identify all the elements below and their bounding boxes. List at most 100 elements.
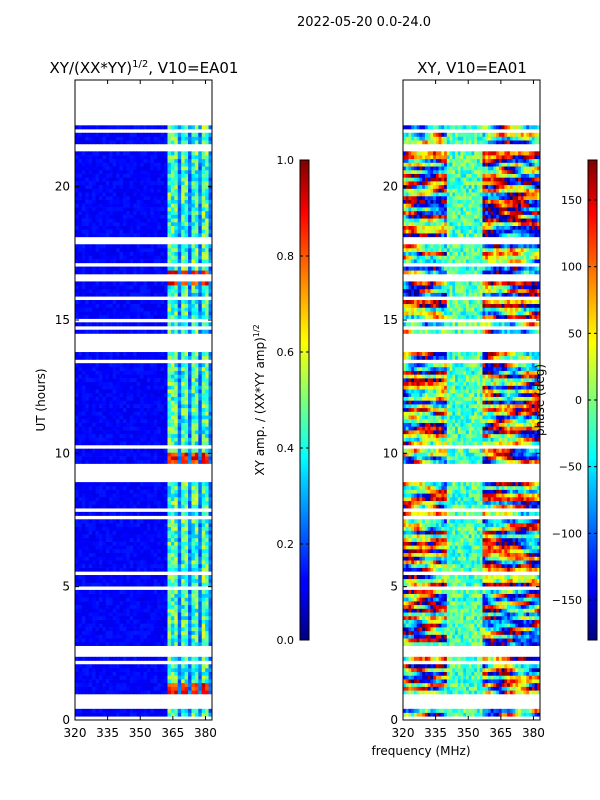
amp-cell	[122, 407, 127, 412]
amp-cell	[95, 292, 100, 297]
amp-cell	[122, 430, 127, 435]
amp-cell	[109, 370, 114, 375]
amp-cell	[170, 389, 175, 394]
amp-cell	[208, 560, 212, 565]
amp-cell	[146, 556, 151, 561]
amp-cell	[109, 288, 114, 293]
amp-cell	[160, 169, 165, 174]
amp-cell	[81, 407, 86, 412]
amp-cell	[88, 708, 93, 713]
amp-cell	[119, 638, 124, 643]
amp-cell	[129, 497, 134, 502]
amp-cell	[194, 682, 199, 687]
amp-cell	[150, 400, 155, 405]
amp-cell	[160, 608, 165, 613]
amp-cell	[167, 192, 172, 197]
amp-cell	[201, 489, 206, 494]
amp-cell	[146, 136, 151, 141]
amp-cell	[129, 125, 134, 130]
amp-cell	[153, 519, 158, 524]
amp-cell	[167, 132, 172, 137]
amp-cell	[201, 656, 206, 661]
amp-cell	[112, 664, 117, 669]
amp-cell	[133, 389, 138, 394]
amp-cell	[109, 578, 114, 583]
amp-cell	[198, 288, 203, 293]
amp-cell	[119, 311, 124, 316]
amp-cell	[160, 712, 165, 717]
amp-cell	[81, 485, 86, 490]
amp-cell	[201, 441, 206, 446]
amp-cell	[167, 389, 172, 394]
amp-cell	[102, 404, 107, 409]
amp-cell	[143, 448, 148, 453]
amp-cell	[98, 497, 103, 502]
amp-cell	[109, 329, 114, 334]
amp-cell	[140, 385, 144, 390]
y-tick-label: 5	[62, 580, 70, 594]
amp-cell	[136, 656, 141, 661]
amp-cell	[143, 500, 148, 505]
amp-cell	[188, 132, 192, 137]
amp-cell	[153, 352, 158, 357]
amp-cell	[150, 441, 155, 446]
amp-cell	[140, 188, 144, 193]
amp-cell	[105, 430, 110, 435]
amp-cell	[205, 177, 210, 182]
amp-cell	[143, 560, 148, 565]
amp-cell	[201, 281, 206, 286]
amp-cell	[201, 619, 206, 624]
amp-cell	[98, 244, 103, 249]
amp-cell	[119, 259, 124, 264]
amp-cell	[153, 671, 158, 676]
amp-cell	[181, 482, 186, 487]
amp-cell	[95, 300, 100, 305]
amp-cell	[129, 314, 134, 319]
amp-cell	[164, 125, 168, 130]
amp-cell	[122, 378, 127, 383]
amp-cell	[167, 181, 172, 186]
amp-cell	[198, 392, 203, 397]
amp-cell	[75, 667, 79, 672]
amp-cell	[112, 708, 117, 713]
amp-cell	[92, 370, 97, 375]
amp-cell	[146, 221, 151, 226]
amp-cell	[116, 426, 121, 431]
amp-cell	[129, 218, 134, 223]
amp-cell	[191, 288, 196, 293]
amp-cell	[167, 441, 172, 446]
amp-cell	[160, 378, 165, 383]
amp-cell	[140, 218, 144, 223]
amp-cell	[116, 396, 121, 401]
amp-cell	[150, 641, 155, 646]
amp-cell	[98, 173, 103, 178]
amp-cell	[75, 523, 79, 528]
amp-cell	[140, 378, 144, 383]
amp-cell	[81, 459, 86, 464]
amp-cell	[201, 437, 206, 442]
amp-cell	[136, 433, 141, 438]
amp-cell	[102, 314, 107, 319]
amp-cell	[164, 392, 168, 397]
amp-cell	[170, 140, 175, 145]
amp-cell	[194, 418, 199, 423]
amp-cell	[88, 430, 93, 435]
amp-cell	[81, 363, 86, 368]
amp-cell	[208, 627, 212, 632]
amp-cell	[205, 638, 210, 643]
amp-cell	[170, 329, 175, 334]
amp-cell	[116, 411, 121, 416]
amp-cell	[88, 526, 93, 531]
amp-cell	[174, 307, 179, 312]
amp-cell	[119, 203, 124, 208]
amp-cell	[105, 218, 110, 223]
amp-cell	[122, 545, 127, 550]
amp-cell	[164, 682, 168, 687]
amp-cell	[136, 218, 141, 223]
amp-cell	[150, 125, 155, 130]
amp-cell	[188, 489, 192, 494]
amp-cell	[198, 593, 203, 598]
amp-cell	[105, 281, 110, 286]
amp-cell	[129, 151, 134, 156]
amp-cell	[167, 511, 172, 516]
